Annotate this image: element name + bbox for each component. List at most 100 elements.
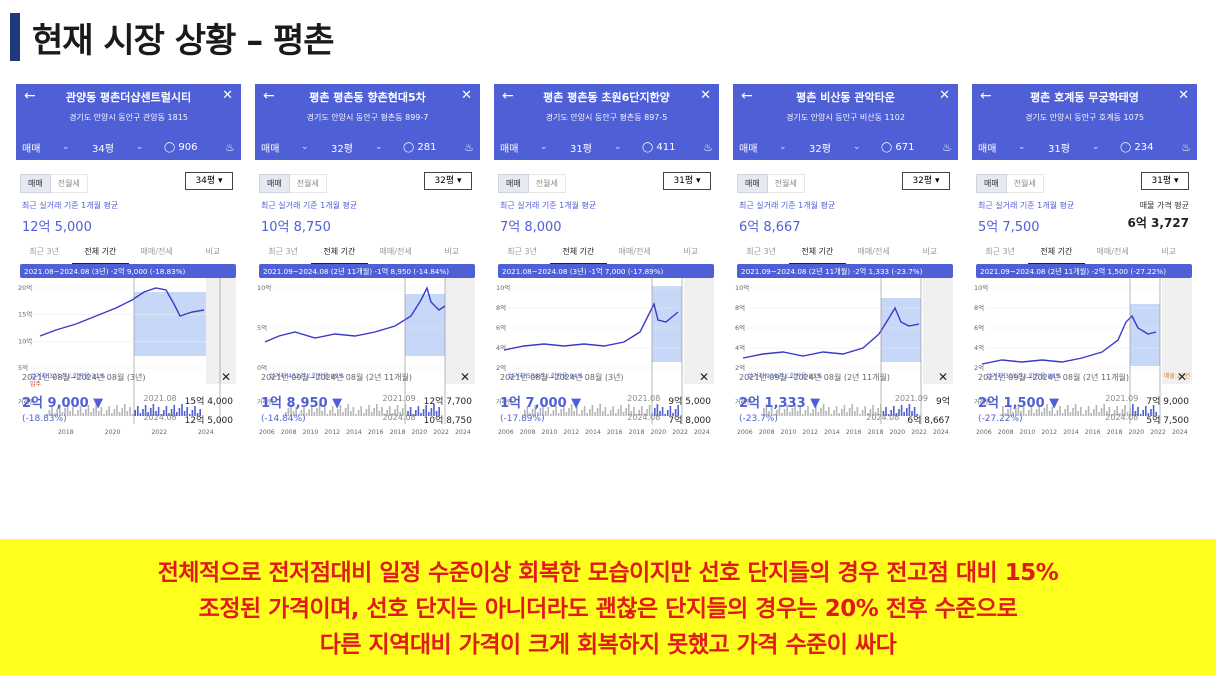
tab-compare[interactable]: 비교: [1161, 247, 1177, 256]
deal-type-select[interactable]: 매매: [22, 143, 41, 155]
close-icon[interactable]: ✕: [937, 370, 948, 384]
tab-all-period[interactable]: 전체 기간: [550, 246, 607, 265]
tab-sale-rent[interactable]: 매매/전세: [140, 247, 173, 256]
tab-recent-3y[interactable]: 최근 3년: [29, 247, 59, 256]
close-icon[interactable]: ✕: [1178, 88, 1189, 103]
tab-rent[interactable]: 전월세: [1006, 174, 1044, 193]
x-tick-label: 2012: [324, 429, 340, 436]
area-select[interactable]: 31평: [1048, 143, 1070, 155]
tab-sale-rent[interactable]: 매매/전세: [379, 247, 412, 256]
close-icon[interactable]: ✕: [222, 88, 233, 103]
close-icon[interactable]: ✕: [698, 370, 709, 384]
tab-all-period[interactable]: 전체 기간: [1028, 246, 1085, 265]
deal-type-select[interactable]: 매매: [739, 143, 758, 155]
volume-bar: [142, 409, 144, 416]
tab-all-period[interactable]: 전체 기간: [789, 246, 846, 265]
comment-count[interactable]: ◯ 234: [1120, 142, 1170, 153]
volume-bar: [417, 406, 420, 416]
tab-sale[interactable]: 매매: [20, 174, 51, 193]
volume-bar: [131, 414, 134, 416]
tab-sale-rent[interactable]: 매매/전세: [857, 247, 890, 256]
arrow-left-icon[interactable]: ←: [980, 88, 992, 104]
tab-rent[interactable]: 전월세: [528, 174, 566, 193]
chart-highlight-area: [652, 286, 682, 362]
close-icon[interactable]: ✕: [1176, 370, 1187, 384]
chevron-down-icon: ⌄: [853, 142, 861, 152]
volume-bar: [781, 413, 783, 416]
price-chart[interactable]: 2021.08~2024.08 (3년) -1억 7,000 (-17.89%)…: [494, 264, 719, 444]
close-icon[interactable]: ✕: [220, 370, 231, 384]
comment-count-value: 234: [1134, 141, 1154, 153]
volume-bar: [66, 404, 69, 416]
tab-recent-3y[interactable]: 최근 3년: [268, 247, 298, 256]
area-dropdown[interactable]: 31평 ▾: [663, 172, 711, 190]
tab-recent-3y[interactable]: 최근 3년: [507, 247, 537, 256]
tab-rent[interactable]: 전월세: [767, 174, 805, 193]
tab-sale[interactable]: 매매: [976, 174, 1007, 193]
volume-bar: [95, 404, 97, 416]
area-dropdown[interactable]: 31평 ▾: [1141, 172, 1189, 190]
volume-bar: [337, 409, 339, 416]
area-dropdown[interactable]: 32평 ▾: [902, 172, 950, 190]
volume-bar: [856, 407, 859, 416]
tab-compare[interactable]: 비교: [683, 247, 699, 256]
area-dropdown[interactable]: 32평 ▾: [424, 172, 472, 190]
tab-rent[interactable]: 전월세: [50, 174, 88, 193]
tab-sale[interactable]: 매매: [737, 174, 768, 193]
tab-recent-3y[interactable]: 최근 3년: [985, 247, 1015, 256]
arrow-left-icon[interactable]: ←: [24, 88, 36, 104]
area-dropdown[interactable]: 34평 ▾: [185, 172, 233, 190]
volume-bar: [602, 411, 604, 416]
tab-all-period[interactable]: 전체 기간: [311, 246, 368, 265]
price-line: [981, 314, 1157, 365]
deal-type-select[interactable]: 매매: [261, 143, 280, 155]
deal-type-select[interactable]: 매매: [500, 143, 519, 155]
comment-count[interactable]: ◯ 671: [881, 142, 931, 153]
tab-compare[interactable]: 비교: [922, 247, 938, 256]
tab-recent-3y[interactable]: 최근 3년: [746, 247, 776, 256]
volume-bar: [854, 411, 856, 416]
bell-icon[interactable]: ♨: [464, 140, 474, 154]
deal-type-select[interactable]: 매매: [978, 143, 997, 155]
price-chart[interactable]: 2021.09~2024.08 (2년 11개월) -1억 8,950 (-14…: [255, 264, 480, 444]
bell-icon[interactable]: ♨: [703, 140, 713, 154]
volume-bar: [1030, 406, 1033, 416]
volume-bar: [815, 405, 817, 416]
arrow-left-icon[interactable]: ←: [502, 88, 514, 104]
bell-icon[interactable]: ♨: [942, 140, 952, 154]
close-icon[interactable]: ✕: [459, 370, 470, 384]
area-select[interactable]: 34평: [92, 143, 114, 155]
comment-count[interactable]: ◯ 411: [642, 142, 692, 153]
bell-icon[interactable]: ♨: [225, 140, 235, 154]
volume-bar: [344, 408, 347, 416]
close-icon[interactable]: ✕: [700, 88, 711, 103]
comment-count[interactable]: ◯ 281: [403, 142, 453, 153]
area-select[interactable]: 32평: [809, 143, 831, 155]
close-icon[interactable]: ✕: [461, 88, 472, 103]
price-chart[interactable]: 2021.09~2024.08 (2년 11개월) -2억 1,333 (-23…: [733, 264, 958, 444]
tab-sale-rent[interactable]: 매매/전세: [618, 247, 651, 256]
summary-date: 2021.09: [382, 394, 416, 403]
volume-bar: [576, 407, 578, 416]
close-icon[interactable]: ✕: [939, 88, 950, 103]
tab-sale[interactable]: 매매: [259, 174, 290, 193]
tab-sale-rent[interactable]: 매매/전세: [1096, 247, 1129, 256]
bell-icon[interactable]: ♨: [1181, 140, 1191, 154]
tab-compare[interactable]: 비교: [444, 247, 460, 256]
price-chart[interactable]: 2021.08~2024.08 (3년) -2억 9,000 (-18.83%)…: [16, 264, 241, 444]
tab-compare[interactable]: 비교: [205, 247, 221, 256]
tab-rent[interactable]: 전월세: [289, 174, 327, 193]
tab-sale[interactable]: 매매: [498, 174, 529, 193]
area-select[interactable]: 32평: [331, 143, 353, 155]
complex-address: 경기도 안양시 동안구 평촌동 897-5: [545, 113, 668, 122]
change-summary: 2021년 08월~2024년 08월 (3년) ✕ 1억 7,000 ▼ (-…: [494, 370, 719, 444]
comment-count[interactable]: ◯ 906: [164, 142, 214, 153]
volume-bar: [1028, 410, 1030, 416]
arrow-left-icon[interactable]: ←: [741, 88, 753, 104]
area-select[interactable]: 31평: [570, 143, 592, 155]
price-chart[interactable]: 2021.09~2024.08 (2년 11개월) -2억 1,500 (-27…: [972, 264, 1197, 444]
y-tick-label: 8억: [496, 304, 506, 312]
arrow-left-icon[interactable]: ←: [263, 88, 275, 104]
tab-all-period[interactable]: 전체 기간: [72, 246, 129, 265]
summary-price: 5억 7,500: [1146, 416, 1189, 426]
